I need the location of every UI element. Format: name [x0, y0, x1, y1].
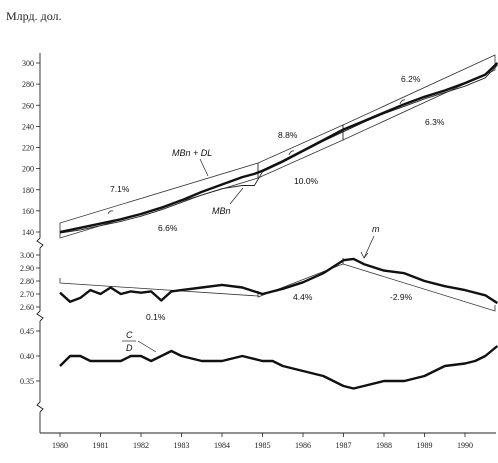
label-m: m — [372, 224, 380, 234]
annotation-6-6: 6.6% — [158, 223, 178, 233]
y-ticks-bottom: 0.35 0.40 0.45 — [20, 327, 40, 386]
y-tick-label: 0.45 — [20, 327, 34, 336]
x-tick-label: 1988 — [376, 441, 392, 450]
trend-bands-top — [59, 54, 496, 239]
x-tick-label: 1986 — [295, 441, 311, 450]
brace-6-2 — [399, 99, 406, 105]
label-mbn: MBn — [212, 206, 231, 216]
y-ticks-middle: 2.60 2.70 2.80 2.90 3.00 — [20, 251, 40, 312]
leader-mbn — [229, 187, 244, 205]
y-tick-label: 200 — [22, 165, 34, 174]
x-ticks: 1980 1981 1982 1983 1984 1985 1986 1987 1988 1989… — [52, 433, 473, 450]
annotations: 7.1% 6.6% 8.8% 10.0% 6.2% 6.3% MBn + DL … — [110, 74, 445, 353]
leader-cd — [137, 340, 157, 353]
y-tick-label: 280 — [22, 80, 34, 89]
leader-m-arrowhead — [360, 251, 369, 259]
x-tick-label: 1984 — [214, 441, 230, 450]
y-tick-label: 2.70 — [20, 290, 34, 299]
y-tick-label: 2.80 — [20, 277, 34, 286]
x-tick-label: 1981 — [93, 441, 109, 450]
x-tick-label: 1982 — [133, 441, 149, 450]
x-tick-label: 1990 — [457, 441, 473, 450]
y-tick-label: 260 — [22, 101, 34, 110]
annotation-8-8: 8.8% — [278, 130, 298, 140]
y-tick-label: 300 — [22, 59, 34, 68]
label-d: D — [126, 343, 133, 353]
trend-bands-middle — [59, 258, 496, 312]
y-axis-label: Млрд. дол. — [6, 9, 62, 23]
y-tick-label: 2.90 — [20, 264, 34, 273]
series-cd-line — [59, 345, 498, 390]
annotation-10-0: 10.0% — [294, 176, 319, 186]
annotation-6-3: 6.3% — [425, 117, 445, 127]
x-tick-label: 1980 — [52, 441, 68, 450]
series-m-line — [59, 257, 498, 305]
annotation-6-2: 6.2% — [401, 74, 421, 84]
y-tick-label: 240 — [22, 122, 34, 131]
y-tick-label: 3.00 — [20, 251, 34, 260]
series-layer — [59, 62, 498, 390]
y-ticks-top: 140 160 180 200 220 240 260 280 300 — [22, 59, 40, 237]
y-tick-label: 180 — [22, 186, 34, 195]
y-tick-label: 0.40 — [20, 352, 34, 361]
y-tick-label: 0.35 — [20, 377, 34, 386]
y-axis — [36, 53, 44, 433]
label-c: C — [126, 330, 133, 340]
annotation-minus-2-9: -2.9% — [390, 292, 413, 302]
annotation-4-4: 4.4% — [293, 292, 313, 302]
trend-band-m-1980-1985 — [59, 278, 259, 297]
x-tick-label: 1983 — [174, 441, 190, 450]
y-tick-label: 140 — [22, 228, 34, 237]
annotation-0-1: 0.1% — [146, 312, 166, 322]
y-tick-label: 160 — [22, 207, 34, 216]
leader-m — [363, 235, 375, 259]
series-mbn-line — [59, 64, 498, 234]
brace-7-1 — [107, 210, 114, 215]
leader-mbn-dl — [199, 158, 209, 177]
x-tick-label: 1985 — [255, 441, 271, 450]
series-mbn-dl-line — [59, 62, 498, 234]
y-tick-label: 2.60 — [20, 303, 34, 312]
annotation-7-1: 7.1% — [110, 184, 130, 194]
y-tick-label: 220 — [22, 144, 34, 153]
x-tick-label: 1989 — [417, 441, 433, 450]
x-tick-label: 1987 — [336, 441, 352, 450]
label-mbn-dl: MBn + DL — [172, 148, 212, 158]
brace-8-8 — [288, 150, 295, 156]
trend-band-1987-1991 — [342, 54, 496, 141]
